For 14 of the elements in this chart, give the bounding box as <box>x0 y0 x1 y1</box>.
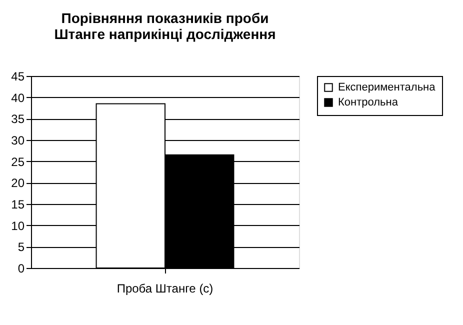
y-tick-label: 35 <box>11 112 25 126</box>
y-tick-label: 15 <box>11 198 25 212</box>
chart-title: Порівняння показників проби Штанге наприкінці дослідження <box>54 10 276 42</box>
y-tick-label: 45 <box>11 70 25 84</box>
legend-label: Контрольна <box>338 96 399 108</box>
x-tick-label: Проба Штанге (с) <box>116 282 214 296</box>
y-tick-label: 20 <box>11 176 25 190</box>
y-tick-label: 30 <box>11 134 25 148</box>
legend-label: Експериментальна <box>338 82 436 94</box>
y-tick-label: 0 <box>18 262 25 276</box>
y-tick-label: 5 <box>18 240 25 254</box>
y-tick-label: 40 <box>11 90 25 105</box>
y-tick-label: 10 <box>11 218 25 233</box>
y-tick-label: 25 <box>11 154 25 169</box>
